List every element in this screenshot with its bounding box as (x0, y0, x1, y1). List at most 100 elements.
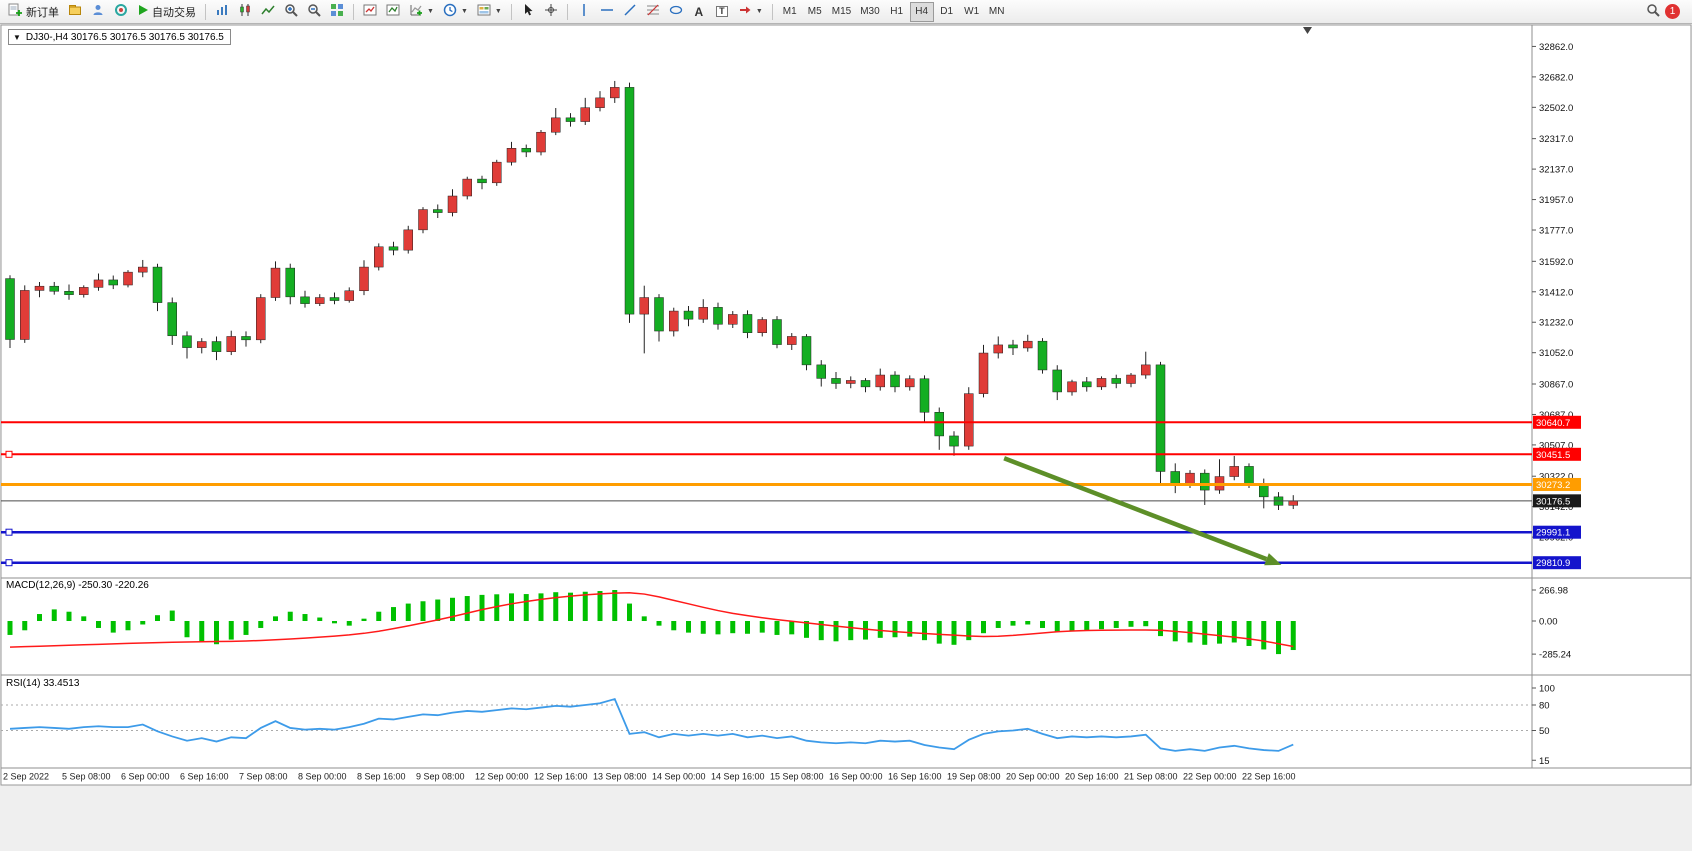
svg-text:6 Sep 00:00: 6 Sep 00:00 (121, 772, 170, 782)
svg-text:7 Sep 08:00: 7 Sep 08:00 (239, 772, 288, 782)
horizontal-line-30176.5[interactable]: 30176.5 (1, 494, 1581, 508)
horizontal-line-30640.7[interactable]: 30640.7 (1, 415, 1581, 429)
price-tag (1533, 415, 1581, 429)
timeframe-H4[interactable]: H4 (909, 1, 934, 22)
zoom-out-button[interactable] (303, 2, 325, 22)
tile-windows-button[interactable] (326, 2, 348, 22)
bar-chart-button[interactable] (211, 2, 233, 22)
svg-text:100: 100 (1539, 684, 1555, 695)
zoom-in-icon (284, 3, 298, 20)
new-order-icon (8, 3, 23, 20)
timeframe-H1[interactable]: H1 (885, 2, 909, 22)
svg-text:14 Sep 16:00: 14 Sep 16:00 (711, 772, 765, 782)
timeframe-M15[interactable]: M15 (828, 2, 855, 22)
chart-window-button[interactable] (382, 2, 404, 22)
svg-text:30640.7: 30640.7 (1536, 418, 1570, 429)
svg-text:-285.24: -285.24 (1539, 650, 1571, 661)
vertical-line-button[interactable] (573, 2, 595, 22)
text-button[interactable]: A (688, 2, 710, 22)
svg-text:31052.0: 31052.0 (1539, 348, 1573, 359)
line-chart-button[interactable] (257, 2, 279, 22)
svg-text:8 Sep 16:00: 8 Sep 16:00 (357, 772, 406, 782)
svg-text:12 Sep 16:00: 12 Sep 16:00 (534, 772, 588, 782)
chart-title-box[interactable]: ▼ DJ30-,H4 30176.5 30176.5 30176.5 30176… (8, 29, 231, 45)
profiles-button[interactable] (87, 2, 109, 22)
new-chart-button[interactable] (359, 2, 381, 22)
macd-pane: 266.98 0.00 -285.24 (7, 586, 1571, 661)
trendline-button[interactable] (619, 2, 641, 22)
svg-text:266.98: 266.98 (1539, 586, 1568, 597)
data-folder-button[interactable] (64, 2, 86, 22)
chart-window-icon (386, 3, 400, 20)
auto-trading-button[interactable]: 自动交易 (133, 2, 200, 22)
search-button[interactable] (1642, 2, 1664, 22)
periods-button[interactable]: ▼ (439, 2, 472, 22)
timeframe-M30[interactable]: M30 (856, 2, 883, 22)
svg-text:0.00: 0.00 (1539, 617, 1558, 628)
svg-text:12 Sep 00:00: 12 Sep 00:00 (475, 772, 529, 782)
svg-text:20 Sep 16:00: 20 Sep 16:00 (1065, 772, 1119, 782)
candlestick-chart-button[interactable] (234, 2, 256, 22)
cursor-button[interactable] (517, 2, 539, 22)
svg-text:30142.0: 30142.0 (1539, 502, 1573, 513)
zoom-in-button[interactable] (280, 2, 302, 22)
search-icon (1646, 3, 1660, 20)
support-button[interactable] (110, 2, 132, 22)
price-tag (1533, 494, 1581, 508)
svg-text:30451.5: 30451.5 (1536, 450, 1570, 461)
templates-icon (477, 3, 491, 20)
svg-text:80: 80 (1539, 701, 1550, 712)
horizontal-line-30451.5[interactable]: 30451.5 (1, 447, 1581, 461)
chevron-down-icon: ▼ (13, 32, 21, 42)
clock-icon (443, 3, 457, 20)
horizontal-line-button[interactable] (596, 2, 618, 22)
text-label-button[interactable]: T (711, 2, 733, 22)
svg-text:30176.5: 30176.5 (1536, 496, 1570, 507)
crosshair-button[interactable] (540, 2, 562, 22)
fibonacci-button[interactable] (642, 2, 664, 22)
svg-text:22 Sep 00:00: 22 Sep 00:00 (1183, 772, 1237, 782)
trend-arrow[interactable] (1003, 456, 1282, 566)
data-folder-icon (68, 3, 82, 20)
price-tag (1533, 556, 1581, 570)
fibonacci-icon (646, 3, 660, 20)
svg-text:16 Sep 16:00: 16 Sep 16:00 (888, 772, 942, 782)
svg-text:32502.0: 32502.0 (1539, 103, 1573, 114)
tile-windows-icon (330, 3, 344, 20)
trendline-icon (623, 3, 637, 20)
horizontal-line-30273.2[interactable]: 30273.2 (1, 477, 1581, 491)
time-axis[interactable]: 2 Sep 2022 5 Sep 08:00 6 Sep 00:00 6 Sep 16… (3, 772, 1296, 782)
horizontal-line-29991.1[interactable]: 29991.1 (1, 525, 1581, 539)
svg-text:29991.1: 29991.1 (1536, 528, 1570, 539)
templates-button[interactable]: ▼ (473, 2, 506, 22)
candlestick-chart-icon (238, 3, 252, 20)
svg-text:21 Sep 08:00: 21 Sep 08:00 (1124, 772, 1178, 782)
timeframe-M5[interactable]: M5 (803, 2, 827, 22)
timeframe-M1[interactable]: M1 (778, 2, 802, 22)
toolbar-separator (205, 3, 206, 20)
svg-text:19 Sep 08:00: 19 Sep 08:00 (947, 772, 1001, 782)
shapes-button[interactable] (665, 2, 687, 22)
arrows-button[interactable]: ▼ (734, 2, 767, 22)
svg-text:13 Sep 08:00: 13 Sep 08:00 (593, 772, 647, 782)
new-order-label: 新订单 (26, 6, 59, 19)
new-order-button[interactable]: 新订单 (4, 2, 63, 22)
svg-text:9 Sep 08:00: 9 Sep 08:00 (416, 772, 465, 782)
toolbar-separator (771, 3, 773, 20)
timeframe-W1[interactable]: W1 (960, 2, 984, 22)
indicators-button[interactable]: ▼ (405, 2, 438, 22)
auto-trading-icon (137, 3, 149, 20)
candlestick-series (5, 80, 1298, 511)
svg-text:32317.0: 32317.0 (1539, 134, 1573, 145)
svg-text:30273.2: 30273.2 (1536, 480, 1570, 491)
timeframe-group: M1 M5 M15 M30 H1 H4 D1 W1 MN (778, 1, 1009, 22)
timeframe-D1[interactable]: D1 (935, 2, 959, 22)
svg-text:30687.0: 30687.0 (1539, 410, 1573, 421)
timeframe-MN[interactable]: MN (985, 2, 1009, 22)
svg-text:31412.0: 31412.0 (1539, 287, 1573, 298)
crosshair-icon (544, 3, 558, 20)
notifications-badge[interactable]: 1 (1665, 4, 1680, 19)
text-icon: A (694, 4, 704, 19)
line-chart-icon (261, 3, 275, 20)
